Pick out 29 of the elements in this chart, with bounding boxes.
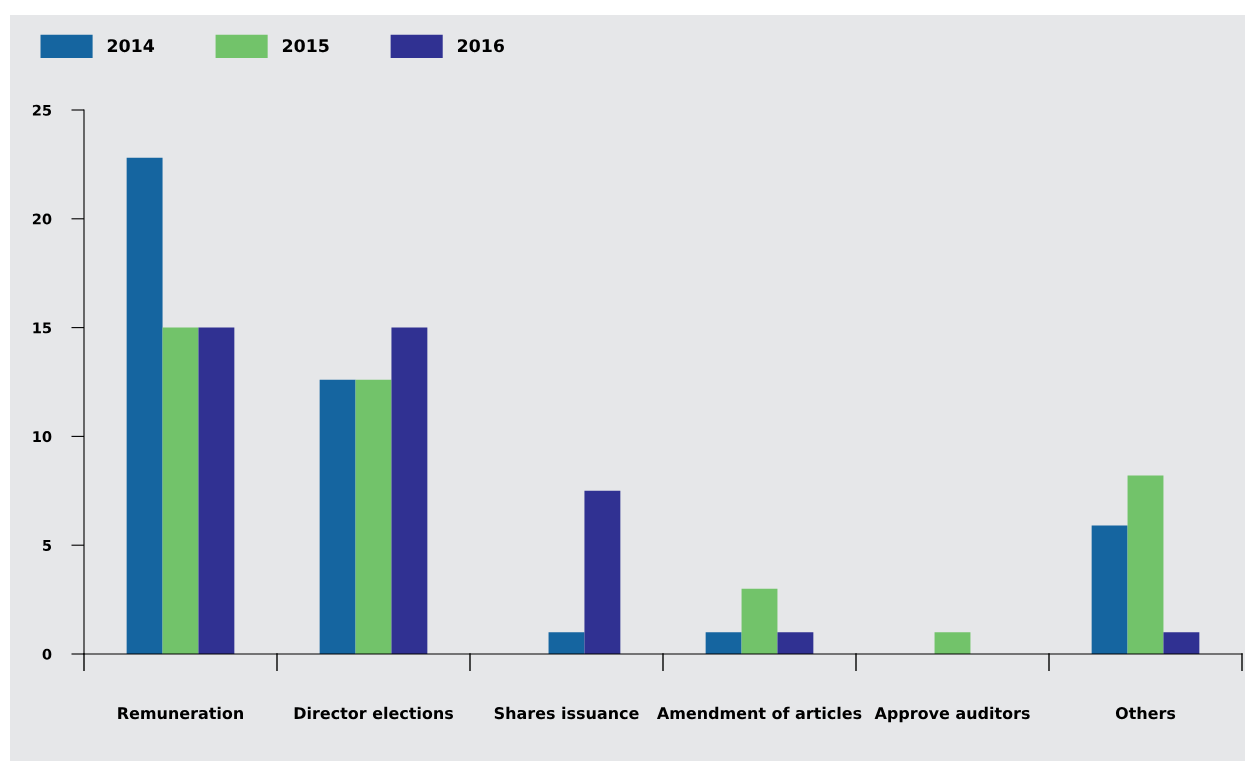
x-tick-label: Shares issuance bbox=[494, 706, 639, 720]
bar bbox=[584, 490, 621, 654]
bar bbox=[391, 327, 428, 654]
y-tick-label: 15 bbox=[33, 322, 52, 334]
legend-label: 2014 bbox=[107, 39, 155, 53]
y-tick-label: 5 bbox=[43, 540, 52, 551]
y-tick-label: 20 bbox=[32, 213, 52, 225]
x-tick-label: Approve auditors bbox=[874, 706, 1030, 723]
legend-label: 2016 bbox=[457, 39, 504, 53]
bar bbox=[777, 632, 814, 654]
bar bbox=[162, 327, 199, 654]
bar bbox=[1091, 525, 1128, 654]
x-tick-label: Others bbox=[1115, 706, 1176, 720]
y-tick-label: 10 bbox=[33, 431, 52, 443]
x-tick-label: Remuneration bbox=[118, 706, 243, 720]
bar bbox=[126, 157, 163, 654]
bar bbox=[198, 327, 235, 654]
y-tick-label: 0 bbox=[42, 648, 52, 660]
bar bbox=[355, 379, 392, 654]
bar bbox=[1163, 632, 1200, 654]
bar bbox=[1127, 475, 1164, 654]
bar bbox=[741, 588, 778, 654]
y-tick-label: 25 bbox=[32, 104, 52, 116]
bar bbox=[705, 632, 742, 654]
legend-label: 2015 bbox=[282, 39, 329, 53]
x-tick-label: Amendment of articles bbox=[656, 706, 862, 720]
x-tick-label: Director elections bbox=[294, 706, 453, 720]
bar bbox=[319, 379, 356, 654]
bar bbox=[934, 632, 971, 654]
